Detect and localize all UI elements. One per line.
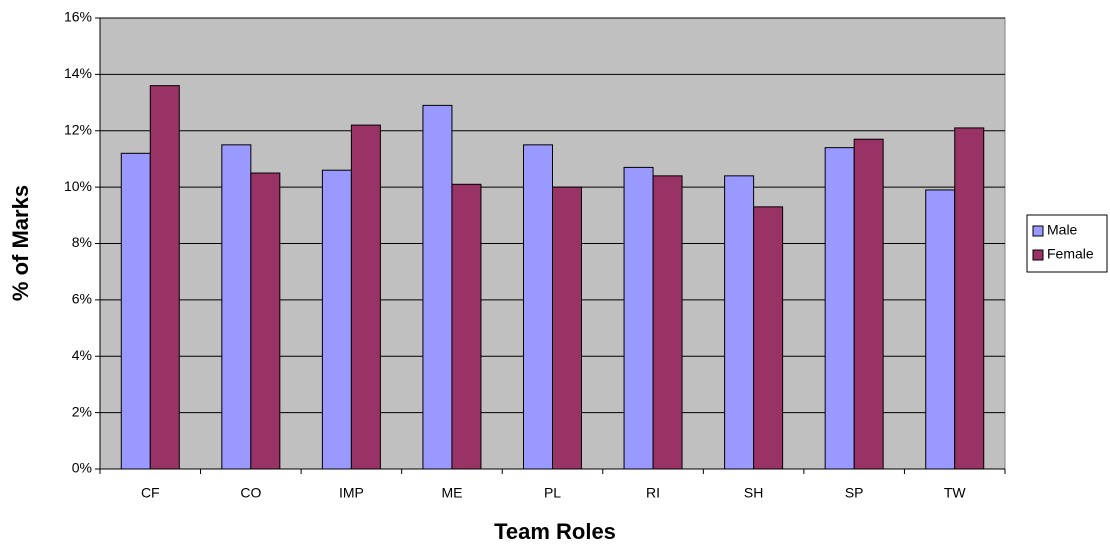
bar xyxy=(149,85,180,470)
y-tick-label: 12% xyxy=(64,121,92,137)
bar xyxy=(652,175,683,470)
y-tick-label: 16% xyxy=(64,9,92,25)
bar xyxy=(451,183,482,470)
bar xyxy=(221,144,252,470)
y-tick-label: 2% xyxy=(72,403,92,419)
y-axis-title: % of Marks xyxy=(8,185,33,301)
bar xyxy=(250,172,281,470)
y-tick-label: 14% xyxy=(64,65,92,81)
legend-swatch xyxy=(1032,249,1044,261)
bar xyxy=(954,127,985,470)
x-tick-label: PL xyxy=(544,485,561,501)
bar xyxy=(724,175,755,470)
x-tick-label: SH xyxy=(744,485,763,501)
x-tick-label: RI xyxy=(646,485,660,501)
bar xyxy=(120,152,151,470)
bar xyxy=(853,138,884,470)
legend-label: Male xyxy=(1047,222,1078,238)
x-tick-label: SP xyxy=(845,485,864,501)
bar xyxy=(523,144,553,470)
legend-swatch xyxy=(1032,225,1044,237)
bar xyxy=(623,166,654,470)
x-axis-title: Team Roles xyxy=(494,519,616,544)
x-tick-label: CO xyxy=(240,485,261,501)
bar xyxy=(422,104,453,470)
y-tick-label: 10% xyxy=(64,178,92,194)
bar xyxy=(753,206,784,470)
bar xyxy=(925,189,956,470)
y-tick-label: 8% xyxy=(72,234,92,250)
x-tick-label: ME xyxy=(441,485,462,501)
x-tick-label: CF xyxy=(141,485,160,501)
bar xyxy=(350,124,381,470)
bar xyxy=(824,147,855,470)
bar xyxy=(321,169,352,470)
x-tick-label: TW xyxy=(944,485,967,501)
legend-box xyxy=(1026,214,1108,273)
y-tick-label: 0% xyxy=(72,460,92,476)
legend-label: Female xyxy=(1047,246,1094,262)
y-tick-label: 4% xyxy=(72,347,92,363)
y-tick-label: 6% xyxy=(72,291,92,307)
x-tick-label: IMP xyxy=(339,485,364,501)
bar xyxy=(552,186,582,470)
